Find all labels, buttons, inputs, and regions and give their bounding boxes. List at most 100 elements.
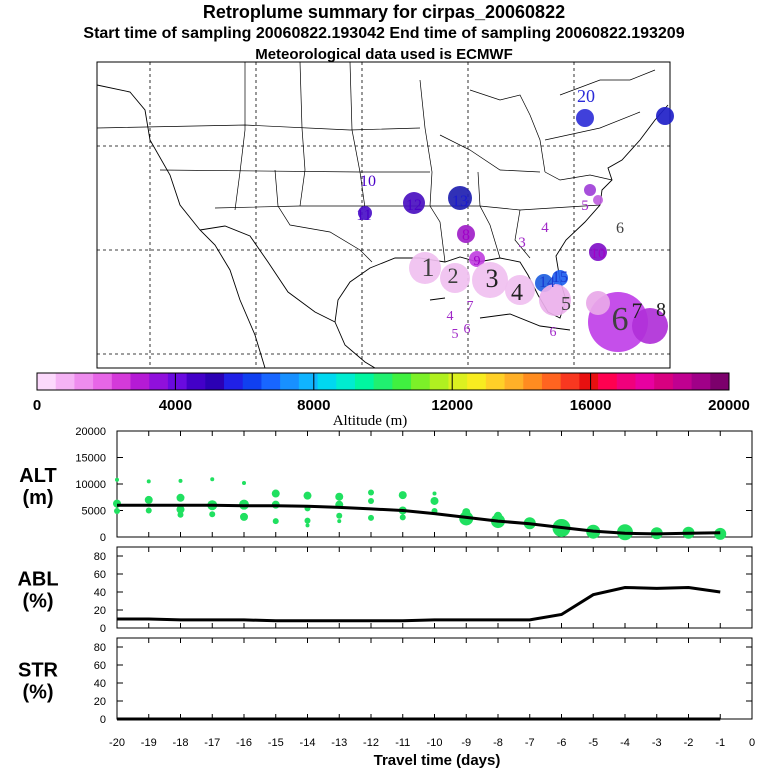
panel-unit-label: (%)	[22, 591, 53, 613]
colorbar-segment	[448, 373, 468, 390]
colorbar-segment	[560, 373, 580, 390]
x-tick-label: -19	[141, 737, 157, 749]
altitude-point	[398, 491, 407, 500]
colorbar-segment	[261, 373, 281, 390]
colorbar-tick-label: 4000	[159, 397, 192, 414]
altitude-point	[114, 508, 120, 515]
y-tick-label: 5000	[82, 506, 106, 518]
colorbar-segment	[691, 373, 711, 390]
y-tick-label: 80	[94, 551, 106, 563]
plume-circle	[586, 291, 610, 315]
x-tick-label: -8	[493, 737, 503, 749]
panel-label: ALT	[19, 465, 56, 487]
panel-unit-label: (m)	[22, 487, 53, 509]
mean-altitude-line	[117, 503, 721, 536]
colorbar-segment	[523, 373, 543, 390]
y-tick-label: 0	[100, 532, 106, 544]
y-tick-label: 60	[94, 660, 106, 672]
colorbar-segment	[130, 373, 150, 390]
y-tick-label: 20000	[75, 426, 106, 438]
altitude-point	[240, 512, 248, 521]
altitude-point	[178, 478, 183, 483]
altitude-point	[144, 495, 153, 504]
chart-title: Retroplume summary for cirpas_20060822	[202, 2, 566, 22]
colorbar-segment	[392, 373, 412, 390]
colorbar-title: Altitude (m)	[333, 413, 408, 429]
colorbar-segment	[616, 373, 636, 390]
colorbar-segment	[429, 373, 449, 390]
x-tick-label: -12	[363, 737, 379, 749]
x-tick-label: -9	[461, 737, 471, 749]
altitude-point	[368, 514, 374, 521]
x-tick-label: -14	[300, 737, 316, 749]
y-tick-label: 0	[100, 714, 106, 726]
colorbar-segment	[74, 373, 94, 390]
altitude-point	[177, 511, 184, 518]
y-tick-label: 20	[94, 696, 106, 708]
map-frame	[96, 61, 671, 369]
plume-circle	[358, 206, 372, 220]
altitude-point	[462, 508, 471, 517]
plume-circle	[656, 107, 674, 125]
y-tick-label: 40	[94, 587, 106, 599]
colorbar-segment	[579, 373, 599, 390]
x-tick-label: -18	[173, 737, 189, 749]
map-time-label: 5	[561, 293, 571, 315]
altitude-point	[272, 518, 279, 525]
plume-circle	[505, 275, 535, 305]
map-time-label: 11	[356, 207, 371, 224]
colorbar-segment	[485, 373, 506, 390]
map-time-label: 10	[360, 173, 376, 190]
altitude-point	[210, 477, 215, 482]
colorbar-segment	[710, 373, 730, 390]
meteo-source: Meteorological data used is ECMWF	[255, 46, 513, 63]
altitude-colorbar	[36, 372, 730, 391]
colorbar-segment	[654, 373, 674, 390]
colorbar-tick-label: 16000	[570, 397, 612, 414]
y-tick-label: 10000	[75, 479, 106, 491]
colorbar-segment	[205, 373, 225, 390]
panel-alt: ALT(m) 0 5000 10000 15000 20000	[19, 426, 753, 544]
altitude-point	[145, 507, 152, 514]
panel-label: ABL	[17, 569, 58, 591]
colorbar-segment	[167, 373, 188, 390]
map-time-label: 10	[591, 246, 606, 262]
x-tick-label: -11	[395, 737, 410, 749]
colorbar-segment	[242, 373, 262, 390]
map-time-label: 15	[552, 269, 568, 286]
sampling-times: Start time of sampling 20060822.193042 E…	[83, 25, 685, 42]
plume-circle	[448, 186, 472, 210]
map-time-label: 4	[447, 309, 454, 324]
altitude-point	[336, 512, 343, 519]
altitude-point	[335, 492, 344, 501]
map-time-label: 14	[539, 274, 555, 291]
map-time-label: 13	[452, 193, 468, 210]
map-time-label: 3	[486, 264, 499, 293]
colorbar-segment	[635, 373, 655, 390]
plume-circle	[593, 195, 603, 205]
colorbar-segment	[224, 373, 244, 390]
colorbar-segment	[280, 373, 300, 390]
panel-frame	[116, 430, 753, 538]
plume-circle	[576, 109, 594, 127]
map-time-label: 3	[518, 235, 526, 251]
map-time-label: 7	[467, 299, 474, 314]
time-series-panels: ALT(m)05000100001500020000ABL(%)02040608…	[17, 426, 755, 749]
x-tick-label: -10	[427, 737, 443, 749]
map-time-label: 4	[511, 280, 523, 306]
panel-unit-label: (%)	[22, 682, 53, 704]
altitude-point	[176, 493, 185, 502]
x-tick-label: -3	[652, 737, 662, 749]
plume-circle	[472, 262, 508, 298]
colorbar-segment	[298, 373, 319, 390]
plume-circle	[584, 184, 596, 196]
map-time-label: 8	[656, 299, 666, 321]
plume-markers	[358, 107, 674, 352]
colorbar-segment	[93, 373, 113, 390]
altitude-point	[430, 496, 439, 505]
x-tick-label: -7	[525, 737, 535, 749]
map-time-label: 12	[406, 197, 422, 214]
panel-frame	[116, 637, 753, 720]
